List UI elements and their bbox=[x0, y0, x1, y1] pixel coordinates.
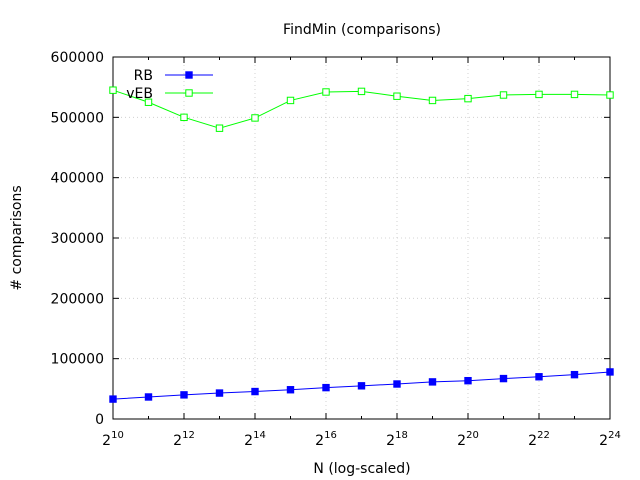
data-point-veb bbox=[570, 90, 579, 99]
legend-marker-rb bbox=[185, 71, 193, 79]
data-point-veb bbox=[180, 113, 188, 122]
data-point-veb bbox=[464, 94, 472, 103]
x-tick-label: 216 bbox=[315, 430, 337, 449]
series-veb bbox=[109, 86, 614, 132]
data-point-rb bbox=[535, 373, 543, 381]
y-tick-label: 0 bbox=[95, 412, 104, 428]
x-tick-label: 222 bbox=[528, 430, 550, 449]
x-axis-label: N (log-scaled) bbox=[313, 461, 410, 477]
data-point-veb bbox=[535, 90, 543, 99]
legend: RB vEB bbox=[126, 68, 213, 102]
data-point-rb bbox=[180, 391, 188, 399]
data-point-rb bbox=[499, 374, 508, 383]
data-point-rb bbox=[286, 386, 295, 394]
data-point-veb bbox=[393, 92, 401, 100]
series-rb bbox=[109, 368, 614, 403]
data-point-rb bbox=[109, 395, 117, 403]
data-point-rb bbox=[570, 370, 579, 379]
data-point-rb bbox=[251, 387, 259, 396]
y-tick-label: 500000 bbox=[51, 110, 104, 126]
data-point-rb bbox=[144, 393, 153, 401]
data-point-veb bbox=[109, 86, 117, 94]
data-point-veb bbox=[606, 91, 614, 99]
y-tick-label: 400000 bbox=[51, 171, 104, 187]
y-tick-label: 100000 bbox=[51, 352, 104, 368]
data-point-veb bbox=[251, 114, 259, 122]
y-tick-label: 200000 bbox=[51, 291, 104, 307]
data-point-rb bbox=[322, 383, 330, 392]
x-tick-label: 224 bbox=[599, 430, 621, 449]
data-point-veb bbox=[499, 91, 508, 99]
chart-title: FindMin (comparisons) bbox=[283, 22, 441, 38]
data-point-veb bbox=[322, 88, 330, 96]
data-point-rb bbox=[215, 389, 224, 397]
y-tick-label: 300000 bbox=[51, 231, 104, 247]
y-tick-label: 600000 bbox=[51, 50, 104, 66]
data-point-rb bbox=[357, 382, 366, 390]
y-axis-label: # comparisons bbox=[9, 185, 25, 290]
series-layer bbox=[109, 86, 614, 403]
legend-label-veb: vEB bbox=[126, 86, 153, 102]
x-tick-label: 214 bbox=[244, 430, 266, 449]
x-tick-label: 220 bbox=[457, 430, 479, 449]
legend-marker-veb bbox=[185, 89, 193, 97]
data-point-rb bbox=[464, 376, 472, 385]
legend-label-rb: RB bbox=[134, 68, 153, 84]
x-tick-label: 210 bbox=[102, 430, 124, 449]
data-point-veb bbox=[357, 87, 366, 96]
data-point-rb bbox=[428, 378, 437, 386]
ticks: 0 100000 200000 300000 400000 500000 600000 210… bbox=[51, 50, 621, 449]
x-tick-label: 212 bbox=[173, 430, 195, 449]
data-point-rb bbox=[606, 368, 614, 376]
data-point-veb bbox=[144, 98, 153, 106]
data-point-veb bbox=[215, 124, 224, 132]
data-point-veb bbox=[286, 96, 295, 105]
x-tick-label: 218 bbox=[386, 430, 408, 449]
data-point-rb bbox=[393, 380, 401, 388]
data-point-veb bbox=[428, 96, 437, 105]
